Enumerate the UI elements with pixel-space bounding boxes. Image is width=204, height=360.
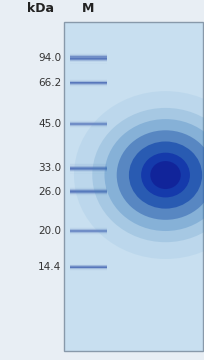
Bar: [70, 121, 107, 122]
Text: 20.0: 20.0: [38, 226, 61, 236]
Text: 33.0: 33.0: [38, 163, 61, 174]
Bar: [70, 228, 107, 229]
Bar: [70, 54, 107, 55]
Bar: [70, 125, 107, 126]
Bar: [70, 122, 107, 123]
Bar: [70, 57, 107, 58]
Bar: [70, 60, 107, 61]
Bar: [70, 194, 107, 195]
Bar: [70, 85, 107, 86]
Bar: [70, 55, 107, 56]
Ellipse shape: [74, 91, 204, 259]
Bar: [70, 170, 107, 171]
Bar: [70, 264, 107, 265]
Bar: [70, 190, 107, 191]
Bar: [70, 233, 107, 234]
Bar: [70, 189, 107, 190]
Bar: [70, 171, 107, 172]
Bar: [70, 168, 107, 169]
Bar: [70, 80, 107, 81]
Bar: [70, 120, 107, 121]
Bar: [70, 79, 107, 80]
Bar: [70, 269, 107, 270]
Text: 45.0: 45.0: [38, 119, 61, 129]
Bar: [70, 61, 107, 63]
Bar: [70, 193, 107, 194]
Text: 26.0: 26.0: [38, 186, 61, 197]
Bar: [70, 167, 107, 168]
Bar: [70, 232, 107, 233]
Bar: [70, 265, 107, 266]
Bar: [70, 268, 107, 269]
Bar: [70, 86, 107, 87]
Ellipse shape: [129, 141, 202, 209]
Bar: [70, 230, 107, 231]
Bar: [70, 123, 107, 125]
Bar: [70, 266, 107, 267]
Bar: [70, 188, 107, 189]
Bar: [70, 127, 107, 128]
Bar: [70, 229, 107, 230]
Bar: [70, 165, 107, 166]
Bar: [70, 234, 107, 235]
Ellipse shape: [92, 108, 204, 242]
Bar: [70, 191, 107, 192]
Bar: [70, 166, 107, 167]
Text: 66.2: 66.2: [38, 78, 61, 88]
Bar: [70, 63, 107, 64]
Bar: [70, 59, 107, 60]
Bar: [70, 267, 107, 268]
Text: M: M: [82, 2, 95, 15]
Ellipse shape: [117, 130, 204, 220]
Ellipse shape: [104, 119, 204, 231]
Bar: [70, 126, 107, 127]
Ellipse shape: [141, 153, 190, 197]
Bar: [70, 169, 107, 170]
Bar: [70, 53, 107, 54]
Bar: [70, 227, 107, 228]
Text: 14.4: 14.4: [38, 262, 61, 272]
Bar: [70, 163, 107, 165]
Bar: [70, 172, 107, 174]
Bar: [64, 22, 203, 351]
Bar: [70, 82, 107, 83]
Bar: [70, 84, 107, 85]
Text: kDa: kDa: [27, 2, 54, 15]
Bar: [70, 192, 107, 193]
Ellipse shape: [150, 161, 181, 189]
Text: 94.0: 94.0: [38, 53, 61, 63]
Bar: [70, 58, 107, 59]
Bar: [70, 231, 107, 232]
